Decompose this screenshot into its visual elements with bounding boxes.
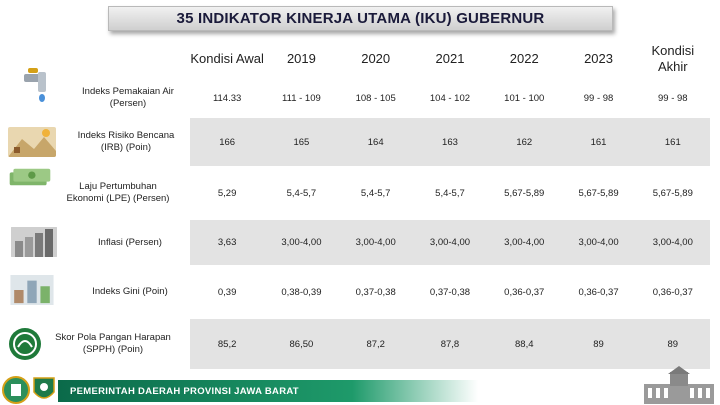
table-row: Indeks Risiko Bencana (IRB) (Poin) 166 1…: [0, 118, 710, 166]
table-cell: 87,8: [440, 338, 460, 350]
row-label-food: Skor Pola Pangan Harapan (SPPH) (Poin): [55, 332, 171, 355]
table-cell: 163: [442, 136, 458, 148]
table-cell: 111 - 109: [282, 92, 321, 104]
table-cell: 0,36-0,37: [578, 286, 619, 298]
header-2022: 2022: [509, 51, 539, 66]
row-label-economy: Laju Pertumbuhan Ekonomi (LPE) (Persen): [66, 181, 170, 204]
table-row: Inflasi (Persen) 3,63 3,00-4,00 3,00-4,0…: [0, 220, 710, 265]
table-cell: 0,37-0,38: [355, 286, 396, 298]
table-cell: 5,4-5,7: [360, 187, 391, 199]
row-label-water: Indeks Pemakaian Air (Persen): [82, 86, 174, 109]
table-cell: 99 - 98: [658, 92, 688, 104]
table-cell: 5,4-5,7: [286, 187, 317, 199]
table-cell: 104 - 102: [429, 92, 471, 104]
disaster-scene-icon: [8, 127, 56, 157]
header-2020: 2020: [361, 51, 391, 66]
table-header-row: Kondisi Awal 2019 2020 2021 2022 2023 Ko…: [0, 38, 710, 80]
table-cell: 5,4-5,7: [435, 187, 465, 199]
table-cell: 3,00-4,00: [355, 237, 396, 248]
table-cell: 0,36-0,37: [652, 286, 693, 298]
header-2023: 2023: [584, 51, 613, 66]
table-row: Indeks Gini (Poin) 0,39 0,38-0,39 0,37-0…: [0, 267, 710, 317]
income-gap-icon: [10, 275, 54, 305]
regional-emblem-icon: [2, 376, 30, 404]
table-cell: 161: [664, 136, 681, 148]
header-2021: 2021: [435, 51, 465, 66]
coin-stack-icon: [11, 227, 57, 257]
row-label-gini: Indeks Gini (Poin): [92, 286, 168, 297]
table-cell: 89: [593, 338, 604, 350]
table-row: Indeks Pemakaian Air (Persen) 114.33 111…: [0, 68, 710, 116]
table-row: Laju Pertumbuhan Ekonomi (LPE) (Persen) …: [0, 168, 710, 218]
header-kondisi-akhir: Kondisi Akhir: [651, 43, 695, 74]
table-cell: 0,36-0,37: [504, 286, 545, 298]
table-cell: 5,67-5,89: [652, 187, 693, 199]
west-java-crest-icon: [33, 377, 55, 399]
table-cell: 166: [219, 136, 236, 148]
table-cell: 5,67-5,89: [578, 187, 619, 199]
table-cell: 108 - 105: [355, 92, 396, 104]
table-cell: 3,00-4,00: [281, 237, 322, 248]
table-cell: 85,2: [217, 338, 237, 350]
table-cell: 164: [367, 136, 384, 148]
table-cell: 3,00-4,00: [504, 237, 545, 248]
water-tap-icon: [24, 68, 46, 102]
footer-text: PEMERINTAH DAERAH PROVINSI JAWA BARAT: [70, 385, 299, 397]
header-2019: 2019: [286, 51, 316, 66]
table-cell: 162: [516, 136, 533, 148]
header-kondisi-awal: Kondisi Awal: [190, 51, 264, 66]
gedung-sate-building-icon: [644, 366, 714, 404]
table-cell: 5,67-5,89: [504, 187, 545, 199]
table-cell: 86,50: [289, 338, 314, 350]
table-cell: 161: [590, 136, 607, 148]
footer: PEMERINTAH DAERAH PROVINSI JAWA BARAT: [0, 366, 720, 405]
table-cell: 3,00-4,00: [652, 237, 693, 248]
table-cell: 0,39: [217, 286, 237, 298]
row-label-inflation: Inflasi (Persen): [98, 236, 162, 248]
title-banner: 35 INDIKATOR KINERJA UTAMA (IKU) GUBERNU…: [108, 6, 613, 31]
table-cell: 0,38-0,39: [281, 286, 322, 298]
table-cell: 165: [293, 136, 310, 148]
table-cell: 88,4: [515, 338, 534, 350]
table-cell: 114.33: [212, 92, 242, 104]
table-cell: 99 - 98: [583, 92, 614, 104]
row-label-disaster: Indeks Risiko Bencana (IRB) (Poin): [77, 130, 175, 153]
table-cell: 5,29: [217, 187, 237, 199]
table-row: Skor Pola Pangan Harapan (SPPH) (Poin) 8…: [0, 319, 710, 369]
footer-banner: PEMERINTAH DAERAH PROVINSI JAWA BARAT: [58, 380, 478, 402]
table-cell: 87,2: [366, 338, 385, 350]
food-pattern-logo-icon: [9, 328, 41, 360]
table-cell: 0,37-0,38: [429, 286, 471, 298]
table-cell: 3,63: [217, 237, 237, 248]
page-title: 35 INDIKATOR KINERJA UTAMA (IKU) GUBERNU…: [176, 10, 545, 27]
money-growth-icon: [9, 168, 51, 186]
table-cell: 3,00-4,00: [429, 237, 471, 248]
table-cell: 101 - 100: [504, 92, 545, 104]
table-cell: 89: [667, 338, 679, 350]
table-cell: 3,00-4,00: [578, 237, 619, 248]
